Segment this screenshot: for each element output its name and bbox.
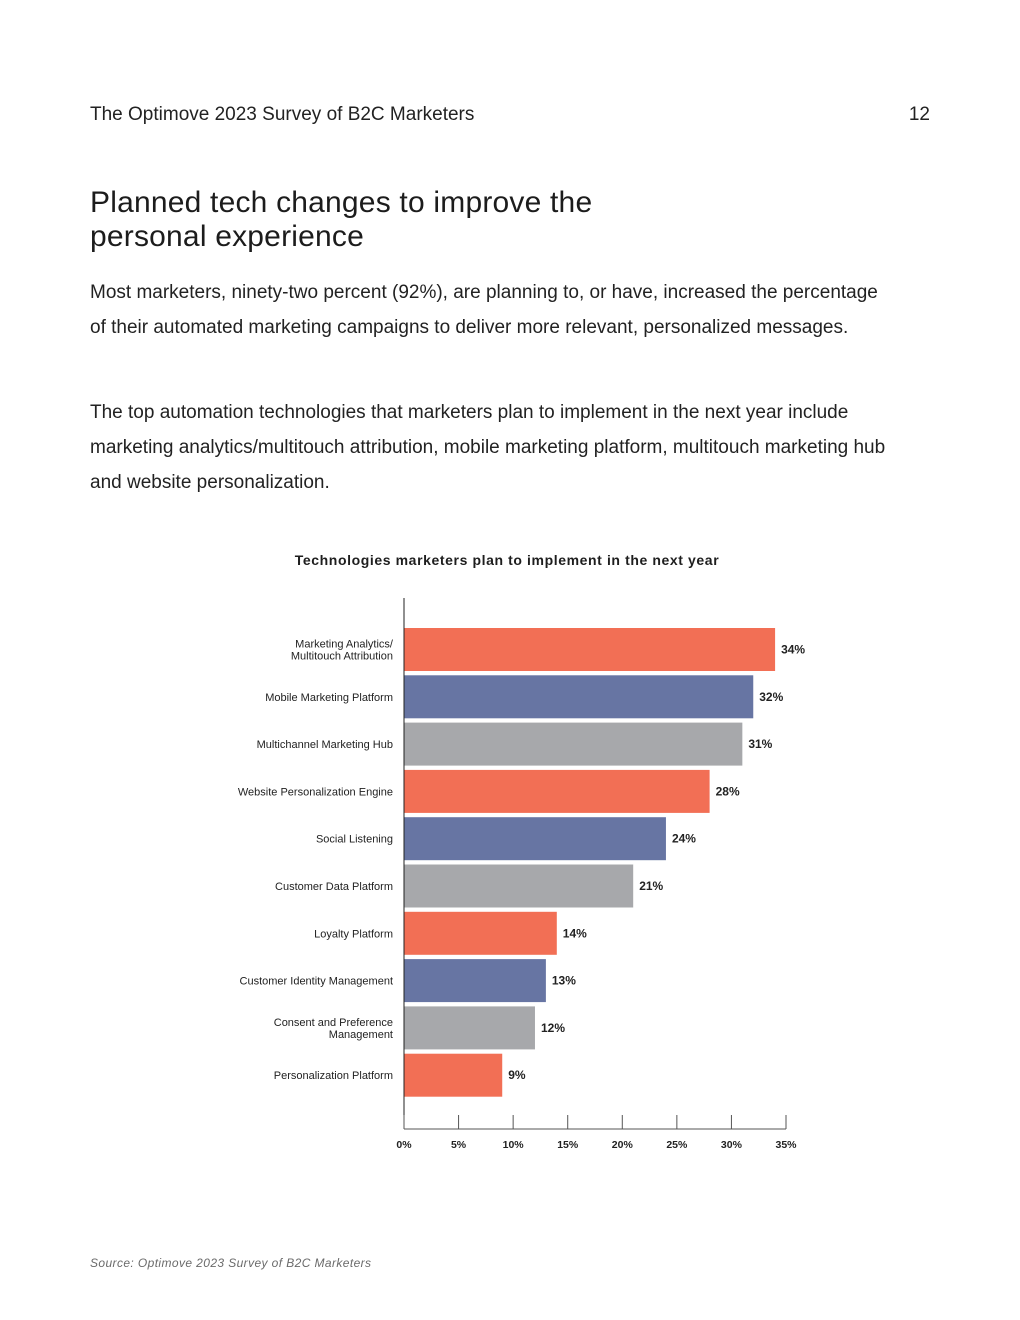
page-number: 12 xyxy=(908,104,930,125)
value-label-3: 31% xyxy=(748,737,772,751)
value-label-4: 28% xyxy=(716,784,740,798)
value-label-1: 34% xyxy=(781,643,805,657)
value-label-6: 21% xyxy=(639,879,663,893)
bar-5 xyxy=(404,817,666,861)
automation-paragraph: The top automation technologies that mar… xyxy=(90,402,886,493)
bar-3 xyxy=(404,722,743,766)
value-label-9: 12% xyxy=(541,1021,565,1035)
x-tick-label-5: 20% xyxy=(612,1139,634,1151)
x-tick-label-2: 5% xyxy=(451,1139,467,1151)
category-label-7: Loyalty Platform xyxy=(314,928,393,940)
x-axis: 0% 5% 10% 15% 20% 25% 30% 35% xyxy=(396,598,797,1151)
category-label-4: Website Personalization Engine xyxy=(238,786,393,798)
bar-6 xyxy=(404,864,634,908)
value-label-2: 32% xyxy=(759,690,783,704)
category-label-2: Mobile Marketing Platform xyxy=(265,692,393,704)
value-label-7: 14% xyxy=(563,926,587,940)
value-label-10: 9% xyxy=(508,1068,526,1082)
bar-4 xyxy=(404,769,710,813)
source-note: Source: Optimove 2023 Survey of B2C Mark… xyxy=(90,1256,372,1270)
chart-title: Technologies marketers plan to implement… xyxy=(295,552,720,568)
bar-7 xyxy=(404,911,557,955)
bar-10 xyxy=(404,1053,503,1097)
category-label-8: Customer Identity Management xyxy=(240,976,393,988)
value-label-5: 24% xyxy=(672,832,696,846)
category-label-9: Consent and Preference Management xyxy=(274,1017,393,1041)
category-label-1: Marketing Analytics/Multitouch Attributi… xyxy=(291,639,394,663)
x-tick-label-8: 35% xyxy=(775,1139,797,1151)
technologies-bar-chart: Technologies marketers plan to implement… xyxy=(238,552,806,1151)
x-tick-label-1: 0% xyxy=(396,1139,412,1151)
category-label-6: Customer Data Platform xyxy=(275,881,393,893)
page-header: The Optimove 2023 Survey of B2C Marketer… xyxy=(90,104,930,130)
category-label-3: Multichannel Marketing Hub xyxy=(257,739,393,751)
x-tick-label-4: 15% xyxy=(557,1139,579,1151)
x-tick-label-7: 30% xyxy=(721,1139,743,1151)
section-heading: Planned tech changes to improve the pers… xyxy=(90,186,593,253)
intro-paragraph: Most marketers, ninety-two percent (92%)… xyxy=(90,282,878,338)
bar-8 xyxy=(404,959,546,1003)
x-tick-label-6: 25% xyxy=(666,1139,688,1151)
bar-9 xyxy=(404,1006,535,1050)
category-label-5: Social Listening xyxy=(316,834,393,846)
x-tick-label-3: 10% xyxy=(503,1139,525,1151)
document-title: The Optimove 2023 Survey of B2C Marketer… xyxy=(90,104,475,125)
bars-group: 34% Marketing Analytics/Multitouch Attrib… xyxy=(238,628,805,1097)
value-label-8: 13% xyxy=(552,974,576,988)
category-label-10: Personalization Platform xyxy=(274,1070,393,1082)
bar-1 xyxy=(404,628,776,671)
bar-2 xyxy=(404,675,754,719)
